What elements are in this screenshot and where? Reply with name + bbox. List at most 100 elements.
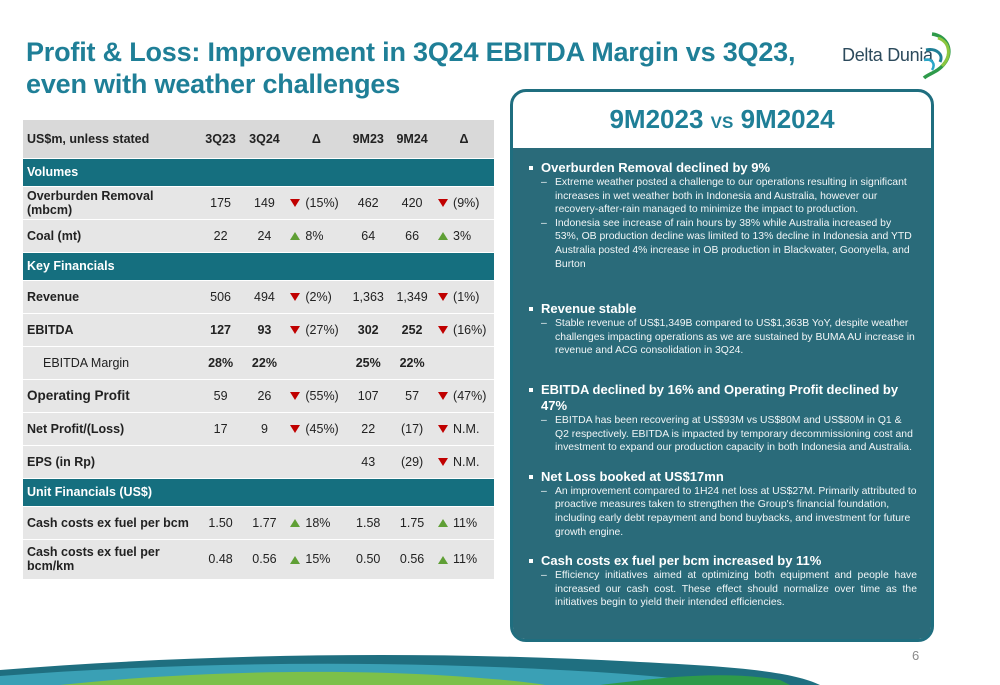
summary-panel: 9M2023 VS 9M2024 Overburden Removal decl… [510,89,934,642]
triangle-up-icon [438,555,449,564]
header-9m23: 9M23 [346,120,391,159]
change-value: 11% [453,552,478,566]
logo-text: Delta Dunia [842,45,933,65]
cell-3q24: 24 [242,219,287,253]
change-value: 18% [305,515,331,530]
table-row: Operating Profit 59 26 (55%) 107 57 (47%) [23,379,494,413]
row-label: EBITDA [23,313,199,347]
cell-delta-m: N.M. [434,412,494,446]
bullet-heading: EBITDA declined by 16% and Operating Pro… [527,382,917,414]
triangle-down-icon [290,293,301,302]
change-value: N.M. [453,421,480,436]
cell-delta-q: 15% [286,539,347,580]
row-label: Revenue [23,280,199,314]
section-label: Key Financials [23,252,494,281]
triangle-up-icon [290,555,301,564]
cell-9m24: 22% [390,346,435,380]
cell-3q23: 175 [198,186,243,220]
cell-3q24: 93 [242,313,287,347]
triangle-down-icon [438,392,449,401]
header-3q24: 3Q24 [242,120,287,159]
page-number: 6 [912,648,920,663]
cell-delta-m: N.M. [434,445,494,479]
table-row: EPS (in Rp) 43 (29) N.M. [23,445,494,479]
cell-9m24: 420 [390,186,435,220]
cell-3q24: 26 [242,379,287,413]
row-label: Cash costs ex fuel per bcm [23,506,199,540]
bullet-subpoint: An improvement compared to 1H24 net loss… [527,485,917,539]
panel-body: Overburden Removal declined by 9%Extreme… [513,148,931,639]
cell-3q23: 17 [198,412,243,446]
row-label: Net Profit/(Loss) [23,412,199,446]
change-value: (2%) [305,289,332,304]
cell-delta-m: (16%) [434,313,494,347]
cell-delta-q: 18% [286,506,347,540]
cell-9m24: (17) [390,412,435,446]
triangle-down-icon [438,425,449,434]
cell-9m24: 66 [390,219,435,253]
triangle-up-icon [290,519,301,528]
table-row: Overburden Removal (mbcm) 175 149 (15%) 462 4… [23,186,494,220]
cell-3q23: 127 [198,313,243,347]
row-label: Cash costs ex fuel per bcm/km [23,539,199,580]
cell-3q24 [242,445,287,479]
cell-9m24: 57 [390,379,435,413]
change-value: (47%) [453,388,487,403]
change-value: (1%) [453,289,480,304]
cell-3q23: 1.50 [198,506,243,540]
change-value: (27%) [305,322,339,337]
logo-swirl-icon [922,32,951,80]
panel-header-vs: VS [710,113,734,132]
triangle-down-icon [290,392,301,401]
bullet-item: Revenue stableStable revenue of US$1,349… [527,301,917,358]
row-label: Overburden Removal (mbcm) [23,186,199,220]
header-label: US$m, unless stated [23,120,199,159]
cell-3q24: 9 [242,412,287,446]
cell-delta-q: (45%) [286,412,347,446]
bullet-heading: Revenue stable [527,301,917,317]
cell-delta-q: (15%) [286,186,347,220]
change-value: (55%) [305,388,339,403]
table-header-row: US$m, unless stated 3Q23 3Q24 Δ 9M23 9M2… [23,120,494,159]
table-row: Coal (mt) 22 24 8% 64 66 3% [23,219,494,253]
cell-delta-m: (1%) [434,280,494,314]
cell-9m24: 0.56 [390,539,435,580]
triangle-up-icon [290,232,301,241]
cell-9m23: 0.50 [346,539,391,580]
bullet-subpoint: EBITDA has been recovering at US$93M vs … [527,414,917,455]
cell-9m23: 22 [346,412,391,446]
cell-delta-m: (47%) [434,379,494,413]
cell-3q24: 0.56 [242,539,287,580]
cell-3q24: 22% [242,346,287,380]
cell-delta-q [286,346,347,380]
company-logo: Delta Dunia [838,28,958,84]
section-row-key-financials: Key Financials [23,252,494,281]
cell-delta-q: (27%) [286,313,347,347]
section-label: Volumes [23,158,494,187]
cell-9m23: 64 [346,219,391,253]
change-value: 3% [453,228,472,243]
table-row: Cash costs ex fuel per bcm 1.50 1.77 18% 1.5… [23,506,494,540]
cell-delta-m: (9%) [434,186,494,220]
cell-3q23: 0.48 [198,539,243,580]
bullet-item: Cash costs ex fuel per bcm increased by … [527,553,917,610]
cell-9m23: 25% [346,346,391,380]
section-row-volumes: Volumes [23,158,494,187]
cell-3q23 [198,445,243,479]
table-row: EBITDA 127 93 (27%) 302 252 (16%) [23,313,494,347]
bullet-subpoint: Extreme weather posted a challenge to ou… [527,176,917,217]
change-value: 8% [305,228,324,243]
change-value: 15% [305,552,331,566]
bullet-subpoint: Indonesia see increase of rain hours by … [527,217,917,271]
row-label: EBITDA Margin [23,346,199,380]
cell-9m23: 302 [346,313,391,347]
row-label: EPS (in Rp) [23,445,199,479]
cell-3q23: 59 [198,379,243,413]
panel-header: 9M2023 VS 9M2024 [513,104,931,135]
bullet-subpoint: Efficiency initiatives aimed at optimizi… [527,569,917,610]
triangle-down-icon [438,458,449,467]
table-row: Cash costs ex fuel per bcm/km 0.48 0.56 15%… [23,539,494,580]
table-row: EBITDA Margin 28% 22% 25% 22% [23,346,494,380]
cell-9m23: 1,363 [346,280,391,314]
section-row-unit-financials: Unit Financials (US$) [23,478,494,507]
